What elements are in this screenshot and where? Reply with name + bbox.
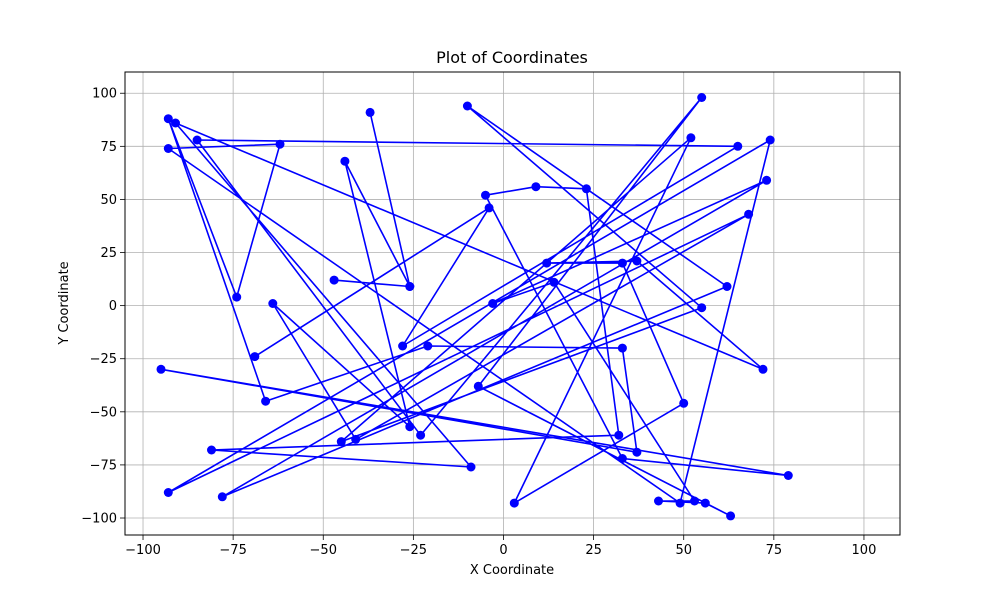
chart-title: Plot of Coordinates bbox=[436, 48, 588, 67]
data-point bbox=[416, 430, 426, 440]
data-point bbox=[744, 209, 754, 219]
x-tick-label: 25 bbox=[585, 543, 602, 558]
y-tick-label: 100 bbox=[92, 87, 117, 102]
data-point bbox=[405, 422, 415, 432]
data-point bbox=[329, 275, 339, 285]
data-point bbox=[232, 292, 242, 302]
data-point bbox=[156, 364, 166, 374]
grid-lines bbox=[125, 72, 900, 535]
data-point bbox=[398, 341, 408, 351]
x-axis-ticks: −100 −75 −50 −25 0 25 50 75 100 bbox=[125, 535, 876, 558]
data-point bbox=[783, 471, 793, 480]
x-tick-label: −100 bbox=[125, 543, 161, 558]
data-point bbox=[654, 496, 663, 506]
data-point bbox=[690, 496, 699, 506]
data-point bbox=[617, 454, 627, 463]
data-series bbox=[156, 93, 793, 521]
data-point bbox=[340, 156, 350, 166]
data-point bbox=[617, 258, 627, 268]
x-tick-label: −50 bbox=[310, 543, 337, 558]
y-tick-label: 25 bbox=[100, 246, 117, 261]
y-tick-label: −50 bbox=[90, 405, 117, 420]
data-point bbox=[250, 352, 260, 362]
data-point bbox=[697, 303, 707, 313]
data-point bbox=[163, 488, 173, 497]
x-tick-label: −75 bbox=[219, 543, 246, 558]
y-tick-label: 0 bbox=[109, 299, 117, 314]
data-point bbox=[722, 282, 732, 291]
data-point bbox=[632, 256, 642, 266]
x-tick-label: 50 bbox=[675, 543, 692, 558]
y-tick-label: −25 bbox=[90, 352, 117, 367]
data-point bbox=[423, 341, 433, 351]
data-point bbox=[632, 447, 642, 457]
data-point bbox=[614, 430, 624, 440]
data-point bbox=[473, 381, 483, 391]
data-point bbox=[466, 462, 476, 472]
data-point bbox=[488, 299, 498, 308]
data-point bbox=[207, 445, 216, 455]
data-point bbox=[163, 144, 173, 153]
data-point bbox=[765, 135, 775, 145]
data-point bbox=[405, 282, 415, 291]
data-point bbox=[171, 118, 180, 128]
y-tick-label: −100 bbox=[81, 512, 117, 527]
data-point bbox=[617, 343, 627, 353]
data-point bbox=[509, 498, 519, 508]
data-point bbox=[275, 139, 285, 149]
data-point bbox=[462, 101, 472, 111]
data-point bbox=[531, 182, 541, 192]
y-axis-ticks: −100 −75 −50 −25 0 25 50 75 100 bbox=[81, 87, 125, 527]
data-point bbox=[163, 114, 173, 124]
x-tick-label: 75 bbox=[766, 543, 783, 558]
data-point bbox=[762, 175, 772, 185]
data-point bbox=[697, 93, 707, 102]
x-tick-label: 100 bbox=[852, 543, 877, 558]
data-point bbox=[192, 135, 202, 145]
data-point bbox=[268, 299, 278, 308]
x-tick-label: 0 bbox=[499, 543, 507, 558]
data-point bbox=[261, 396, 271, 406]
x-axis-title: X Coordinate bbox=[470, 563, 554, 578]
data-point bbox=[581, 184, 591, 194]
data-point bbox=[686, 133, 696, 143]
data-point bbox=[679, 398, 689, 408]
data-point bbox=[365, 107, 375, 117]
data-point bbox=[758, 364, 768, 374]
data-point bbox=[481, 190, 490, 200]
x-tick-label: −25 bbox=[400, 543, 427, 558]
data-point bbox=[217, 492, 227, 502]
y-tick-label: 50 bbox=[100, 193, 117, 208]
data-point bbox=[733, 141, 743, 151]
data-point bbox=[675, 498, 685, 508]
data-point bbox=[542, 258, 552, 268]
data-point bbox=[484, 203, 494, 213]
plot-area-frame bbox=[124, 71, 901, 536]
y-tick-label: 75 bbox=[100, 140, 117, 155]
y-axis-title: Y Coordinate bbox=[57, 261, 72, 345]
y-tick-label: −75 bbox=[90, 458, 117, 473]
data-point bbox=[700, 498, 710, 508]
data-point bbox=[726, 511, 736, 521]
data-point bbox=[549, 277, 559, 287]
data-point bbox=[351, 434, 361, 444]
data-point bbox=[336, 437, 346, 447]
